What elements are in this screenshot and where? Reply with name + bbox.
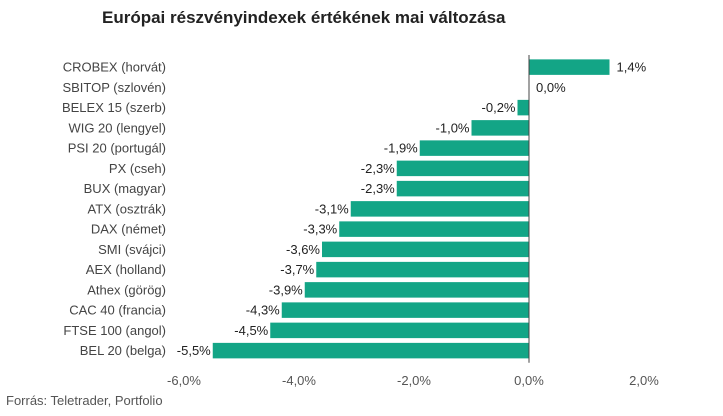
category-label: ATX (osztrák) — [88, 201, 167, 216]
category-labels: CROBEX (horvát) SBITOP (szlovén) BELEX 15 … — [62, 60, 166, 359]
category-label: PX (cseh) — [109, 161, 166, 176]
x-tick-label: -6,0% — [167, 373, 201, 388]
value-label: -4,5% — [234, 323, 268, 338]
x-tick-label: 2,0% — [629, 373, 659, 388]
category-label: PSI 20 (portugál) — [68, 141, 166, 156]
bar — [396, 160, 529, 177]
category-label: SMI (svájci) — [98, 242, 166, 257]
x-tick-label: -4,0% — [282, 373, 316, 388]
x-tick-label: 0,0% — [514, 373, 544, 388]
value-label: -3,3% — [303, 222, 337, 237]
value-label: -3,1% — [315, 201, 349, 216]
category-label: DAX (német) — [91, 222, 166, 237]
bar — [281, 302, 529, 318]
category-label: FTSE 100 (angol) — [63, 323, 166, 338]
category-label: WIG 20 (lengyel) — [68, 120, 166, 135]
bar — [517, 99, 529, 116]
value-label: -3,7% — [280, 262, 314, 277]
bar — [212, 342, 529, 359]
x-tick-label: -2,0% — [397, 373, 431, 388]
category-label: BEL 20 (belga) — [80, 343, 166, 358]
category-label: Athex (görög) — [87, 282, 166, 297]
value-label: -2,3% — [361, 181, 395, 196]
value-label: 0,0% — [536, 80, 566, 95]
chart-title: Európai részvényindexek értékének mai vá… — [102, 8, 506, 27]
bar — [419, 140, 529, 156]
value-label: -3,6% — [286, 242, 320, 257]
category-label: SBITOP (szlovén) — [62, 80, 166, 95]
category-label: AEX (holland) — [86, 262, 166, 277]
bar — [396, 180, 529, 197]
value-label: -4,3% — [246, 303, 280, 318]
category-label: BUX (magyar) — [84, 181, 166, 196]
x-axis-ticks: -6,0% -4,0% -2,0% 0,0% 2,0% — [167, 373, 659, 388]
value-label: -0,2% — [482, 100, 516, 115]
value-label: -5,5% — [177, 343, 211, 358]
category-label: CAC 40 (francia) — [69, 303, 166, 318]
source-note: Forrás: Teletrader, Portfolio — [6, 393, 163, 408]
bar — [304, 282, 529, 298]
bar — [316, 261, 529, 278]
value-label: -1,9% — [384, 141, 418, 156]
bar — [471, 120, 529, 136]
value-label: 1,4% — [617, 60, 647, 75]
value-label: -2,3% — [361, 161, 395, 176]
category-label: BELEX 15 (szerb) — [62, 100, 166, 115]
bar — [339, 221, 529, 237]
bar — [529, 59, 610, 75]
value-label: -1,0% — [436, 120, 470, 135]
value-labels: 1,4% 0,0% -0,2% -1,0% -1,9% -2,3% -2,3% -3,1% -3… — [177, 60, 647, 359]
bar — [270, 322, 529, 339]
bar — [350, 201, 529, 217]
bar — [322, 241, 529, 258]
value-label: -3,9% — [269, 282, 303, 297]
bars-layer — [212, 59, 610, 359]
category-label: CROBEX (horvát) — [63, 60, 166, 75]
